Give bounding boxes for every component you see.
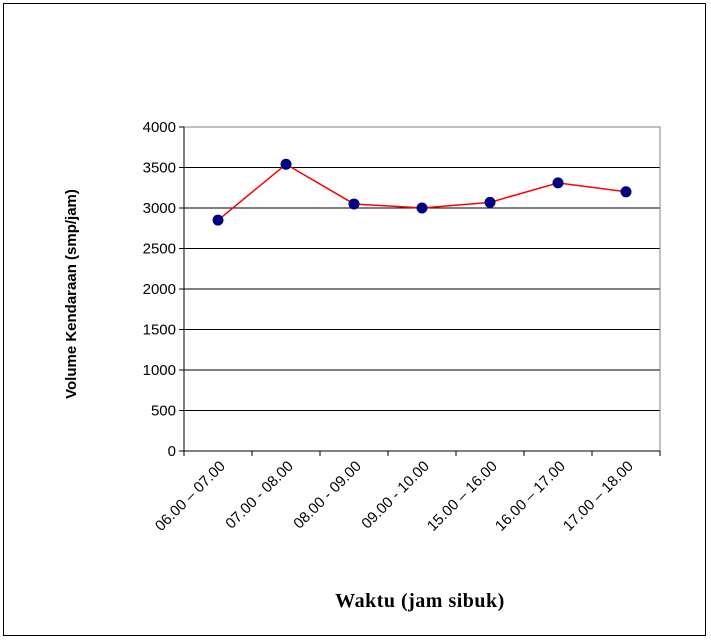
data-point <box>212 214 224 226</box>
y-tick-labels: 0 500 1000 1500 2000 2500 3000 3500 4000 <box>143 119 176 460</box>
y-tick-label: 3000 <box>143 200 176 217</box>
y-tick-label: 1000 <box>143 362 176 379</box>
axes <box>179 126 661 456</box>
y-tick-label: 3500 <box>143 160 176 177</box>
data-point <box>416 202 428 214</box>
x-tick-label: 08.00 - 09.00 <box>290 458 365 533</box>
x-tick-label: 09.00 - 10.00 <box>358 458 433 533</box>
y-tick-label: 4000 <box>143 119 176 136</box>
y-tick-label: 2000 <box>143 281 176 298</box>
y-tick-label: 0 <box>168 443 176 460</box>
x-tick-label: 17.00 – 18.00 <box>560 458 637 535</box>
y-tick-label: 2500 <box>143 241 176 258</box>
data-point <box>620 186 632 198</box>
data-point <box>484 196 496 208</box>
y-tick-label: 500 <box>151 403 176 420</box>
data-point <box>552 177 564 189</box>
gridlines <box>184 126 660 411</box>
x-axis-label: Waktu (jam sibuk) <box>335 590 505 612</box>
x-tick-label: 06.00 – 07.00 <box>152 458 229 535</box>
chart-frame: 0 500 1000 1500 2000 2500 3000 3500 4000 06.00 –… <box>3 3 706 636</box>
y-axis-label: Volume Kendaraan (smp/jam) <box>63 189 80 399</box>
y-tick-label: 1500 <box>143 322 176 339</box>
line-chart: 0 500 1000 1500 2000 2500 3000 3500 4000 06.00 –… <box>63 119 661 612</box>
x-tick-label: 07.00 - 08.00 <box>222 458 297 533</box>
data-point <box>348 198 360 210</box>
data-markers <box>212 158 632 226</box>
x-tick-label: 15.00 – 16.00 <box>424 458 501 535</box>
data-point <box>280 158 292 170</box>
x-tick-label: 16.00 – 17.00 <box>492 458 569 535</box>
